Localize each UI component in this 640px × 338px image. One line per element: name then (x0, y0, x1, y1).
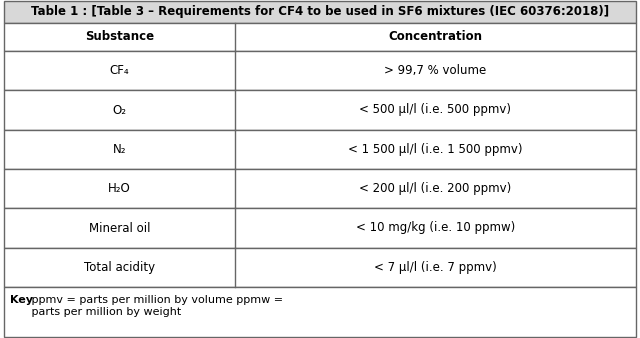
Bar (4, 90, 636, 130)
Text: Key: Key (10, 295, 33, 305)
Text: < 500 μl/l (i.e. 500 ppmv): < 500 μl/l (i.e. 500 ppmv) (359, 103, 511, 117)
Text: ppmv = parts per million by volume ppmw =
 parts per million by weight: ppmv = parts per million by volume ppmw … (28, 295, 283, 317)
Text: Mineral oil: Mineral oil (88, 221, 150, 235)
Bar (4, 208, 636, 248)
Bar (4, 23, 636, 51)
Text: < 200 μl/l (i.e. 200 ppmv): < 200 μl/l (i.e. 200 ppmv) (359, 182, 511, 195)
Text: O₂: O₂ (113, 103, 126, 117)
Text: Concentration: Concentration (388, 30, 483, 44)
Text: CF₄: CF₄ (109, 64, 129, 77)
Bar (4, 1, 636, 23)
Bar (4, 169, 636, 208)
Bar (4, 287, 636, 337)
Text: < 10 mg/kg (i.e. 10 ppmw): < 10 mg/kg (i.e. 10 ppmw) (356, 221, 515, 235)
Text: N₂: N₂ (113, 143, 126, 156)
Text: Table 1 : [Table 3 – Requirements for CF4 to be used in SF6 mixtures (IEC 60376:: Table 1 : [Table 3 – Requirements for CF… (31, 5, 609, 19)
Text: < 1 500 μl/l (i.e. 1 500 ppmv): < 1 500 μl/l (i.e. 1 500 ppmv) (348, 143, 523, 156)
Text: Total acidity: Total acidity (84, 261, 155, 274)
Bar (4, 130, 636, 169)
Text: < 7 μl/l (i.e. 7 ppmv): < 7 μl/l (i.e. 7 ppmv) (374, 261, 497, 274)
Bar (4, 248, 636, 287)
Text: > 99,7 % volume: > 99,7 % volume (384, 64, 486, 77)
Bar (4, 51, 636, 90)
Text: H₂O: H₂O (108, 182, 131, 195)
Text: Substance: Substance (84, 30, 154, 44)
